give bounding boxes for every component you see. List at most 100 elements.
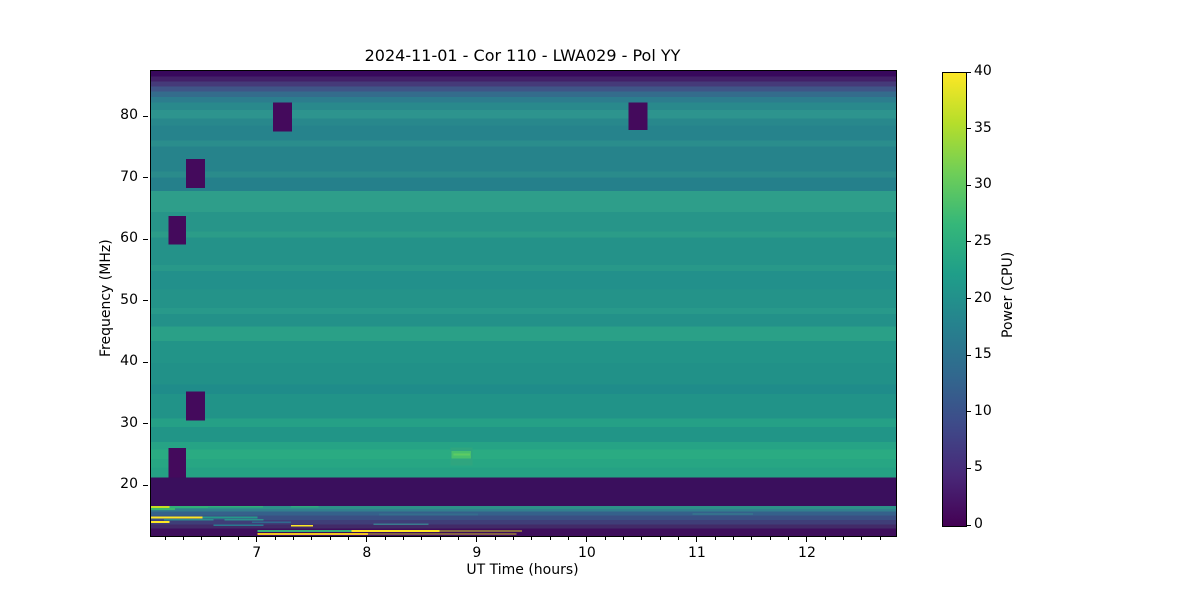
colorbar-label: Power (CPU) [1000, 251, 1016, 339]
x-minor-tick [311, 537, 313, 540]
spectrum-band [151, 270, 896, 290]
spectrum-band [151, 341, 896, 364]
y-tick [143, 423, 148, 425]
y-tick-label: 40 [120, 353, 138, 370]
spectrum-band [151, 237, 896, 265]
y-tick-label: 80 [120, 107, 138, 124]
spectrum-band [151, 326, 896, 342]
x-minor-tick [751, 537, 753, 540]
x-minor-tick [861, 537, 863, 540]
y-tick [143, 238, 148, 240]
spectrum-band [151, 515, 896, 521]
x-tick-label: 12 [798, 545, 816, 561]
y-tick [143, 484, 148, 486]
spectrum-band [151, 477, 896, 506]
x-minor-tick [513, 537, 514, 540]
rfi-row-segment [257, 530, 352, 533]
spectrum-band [151, 109, 896, 119]
spectrum-band [151, 264, 896, 271]
spectrum-band [151, 81, 896, 87]
spectrum-band [151, 508, 896, 512]
colorbar-tick-label: 40 [974, 63, 992, 79]
spectrum-band [151, 146, 896, 172]
flagged-block [186, 391, 205, 421]
x-minor-tick [879, 537, 881, 540]
rfi-row-segment [351, 530, 440, 533]
colorbar [942, 72, 967, 527]
x-minor-tick [292, 537, 294, 540]
rfi-row-segment [151, 505, 170, 509]
y-tick [143, 115, 148, 117]
x-minor-tick [531, 537, 533, 540]
rfi-row-segment [290, 506, 319, 508]
colorbar-tick-label: 10 [974, 402, 992, 419]
bright-patch [453, 453, 471, 456]
spectrum-band [151, 384, 896, 394]
rfi-row-segment [367, 533, 517, 535]
flagged-block [628, 102, 648, 131]
y-tick [143, 300, 148, 302]
colorbar-tick [967, 298, 971, 299]
x-minor-tick [824, 537, 826, 540]
x-minor-tick [219, 537, 221, 540]
rfi-row-segment [151, 521, 170, 523]
spectrum-band [151, 102, 896, 110]
spectrum-band [151, 467, 896, 478]
rfi-row-segment [151, 516, 203, 519]
spectrum-band [151, 96, 896, 103]
spectrum-band [151, 86, 896, 92]
x-axis-label: UT Time (hours) [466, 562, 579, 578]
rfi-row-segment [213, 524, 264, 527]
spectrum-band [151, 449, 896, 460]
spectrum-band [151, 211, 896, 232]
spectrum-band [151, 91, 896, 97]
x-major-tick [476, 537, 478, 542]
spectrum-band [151, 118, 896, 126]
rfi-row-segment [164, 518, 214, 521]
spectrum-band [151, 459, 896, 468]
rfi-row-segment [692, 513, 753, 515]
x-minor-tick [604, 537, 606, 540]
x-minor-tick [201, 537, 203, 540]
x-minor-tick [678, 537, 680, 540]
x-minor-tick [568, 537, 570, 540]
x-minor-tick [384, 537, 386, 540]
spectrum-band [151, 418, 896, 428]
rfi-row-segment [208, 506, 264, 508]
colorbar-tick-label: 35 [974, 119, 992, 136]
rfi-row-segment [252, 521, 291, 524]
flagged-block [168, 448, 187, 478]
y-tick-label: 20 [120, 476, 138, 493]
y-tick-label: 70 [120, 168, 138, 185]
spectrum-band [151, 171, 896, 178]
colorbar-tick [967, 467, 971, 469]
rfi-row-segment [151, 508, 176, 511]
rfi-row-segment [202, 516, 258, 519]
spectrum-band [151, 505, 896, 509]
colorbar-tick-label: 5 [974, 459, 983, 476]
colorbar-tick [967, 354, 971, 356]
spectrum-band [151, 524, 896, 529]
x-tick-label: 11 [687, 545, 706, 561]
spectrum-band [151, 231, 896, 238]
x-minor-tick [494, 537, 496, 540]
y-tick [143, 177, 148, 179]
colorbar-tick [967, 71, 971, 73]
x-minor-tick [274, 537, 276, 540]
y-tick-label: 50 [120, 291, 138, 308]
colorbar-tick [967, 524, 971, 526]
colorbar-tick [967, 128, 971, 130]
colorbar-tick [967, 411, 971, 413]
spectrum-band [151, 441, 896, 450]
x-major-tick [806, 537, 808, 542]
colorbar-tick-label: 25 [974, 232, 992, 249]
colorbar-tick-label: 15 [974, 346, 992, 363]
rfi-row-segment [257, 533, 368, 535]
plot-area [150, 70, 897, 537]
spectrum-band [151, 363, 896, 385]
spectrum-band [151, 140, 896, 147]
x-major-tick [586, 537, 588, 542]
x-tick-label: 8 [362, 545, 372, 561]
x-minor-tick [457, 537, 459, 540]
